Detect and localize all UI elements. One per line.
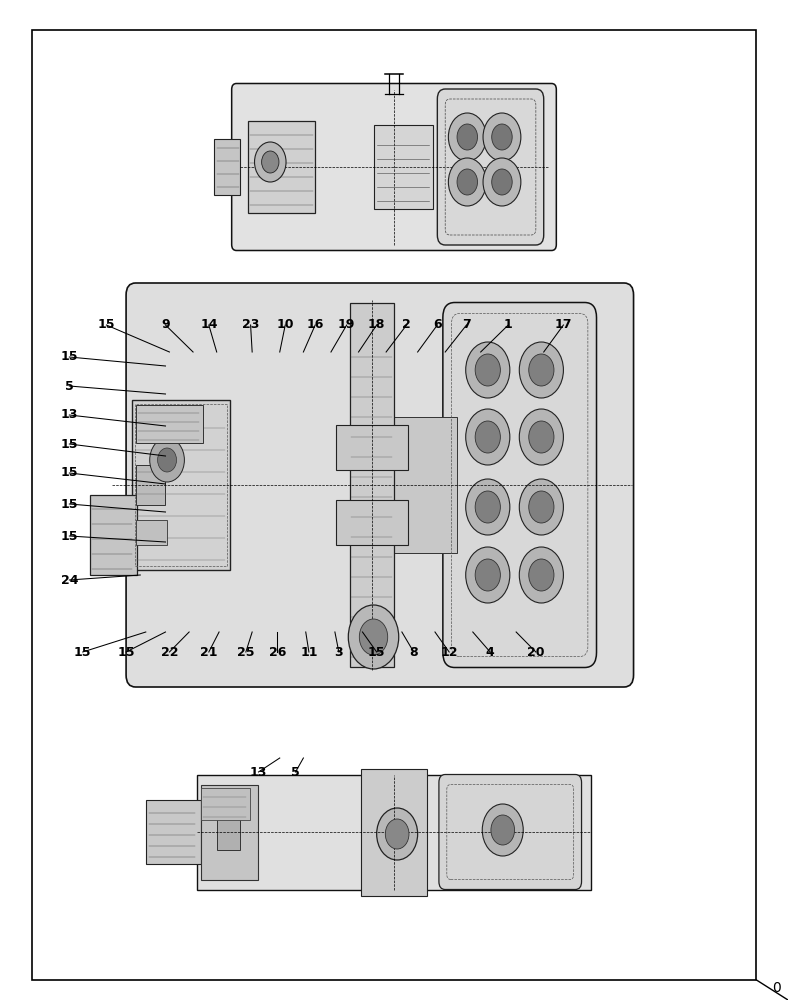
Circle shape (466, 409, 510, 465)
Circle shape (385, 819, 409, 849)
Text: 15: 15 (61, 351, 78, 363)
Bar (197, 774, 591, 890)
Circle shape (475, 559, 500, 591)
Bar (374, 125, 433, 209)
Bar (201, 788, 250, 820)
Text: 15: 15 (61, 438, 78, 450)
Text: 4: 4 (485, 646, 495, 658)
Circle shape (348, 605, 399, 669)
Text: 5: 5 (65, 379, 74, 392)
Text: 13: 13 (61, 408, 78, 422)
Circle shape (529, 354, 554, 386)
Text: 12: 12 (440, 646, 458, 658)
FancyBboxPatch shape (439, 774, 582, 890)
Circle shape (482, 804, 523, 856)
Circle shape (262, 151, 279, 173)
Circle shape (491, 815, 515, 845)
Text: 23: 23 (242, 318, 259, 332)
Circle shape (519, 342, 563, 398)
Circle shape (475, 354, 500, 386)
Bar (394, 417, 457, 553)
FancyBboxPatch shape (126, 283, 634, 687)
Text: 10: 10 (277, 318, 294, 332)
Circle shape (255, 142, 286, 182)
Bar (336, 425, 408, 470)
Bar (136, 465, 165, 505)
Bar (136, 405, 203, 443)
Text: 11: 11 (300, 646, 318, 658)
Circle shape (448, 158, 486, 206)
Bar (217, 814, 240, 850)
Circle shape (457, 169, 478, 195)
Text: 8: 8 (410, 646, 418, 658)
Circle shape (492, 124, 512, 150)
Text: 9: 9 (162, 318, 169, 332)
Bar (350, 303, 394, 667)
Text: 26: 26 (269, 646, 286, 658)
Text: 16: 16 (307, 318, 324, 332)
Bar (135, 404, 227, 566)
Bar (248, 121, 315, 213)
Text: 22: 22 (161, 646, 178, 658)
Text: 15: 15 (61, 530, 78, 542)
Bar (214, 139, 240, 195)
Text: 25: 25 (237, 646, 255, 658)
Circle shape (492, 169, 512, 195)
Circle shape (359, 619, 388, 655)
Text: 15: 15 (61, 466, 78, 480)
Text: 15: 15 (98, 318, 115, 332)
Circle shape (475, 491, 500, 523)
Bar (146, 800, 201, 864)
Circle shape (519, 479, 563, 535)
Text: 15: 15 (74, 646, 91, 658)
FancyBboxPatch shape (443, 302, 597, 668)
Bar (90, 495, 137, 575)
Circle shape (457, 124, 478, 150)
Text: 18: 18 (368, 318, 385, 332)
Text: 17: 17 (555, 318, 572, 332)
Text: 15: 15 (368, 646, 385, 658)
Circle shape (466, 547, 510, 603)
Circle shape (466, 342, 510, 398)
Text: 19: 19 (338, 318, 355, 332)
Text: 1: 1 (504, 318, 513, 332)
Circle shape (483, 158, 521, 206)
Text: 15: 15 (61, 497, 78, 510)
Bar (361, 768, 427, 896)
FancyBboxPatch shape (437, 89, 544, 245)
Circle shape (529, 491, 554, 523)
Circle shape (377, 808, 418, 860)
Circle shape (150, 438, 184, 482)
Text: 24: 24 (61, 574, 78, 586)
Text: 0: 0 (771, 981, 781, 995)
Circle shape (519, 409, 563, 465)
Circle shape (529, 559, 554, 591)
Circle shape (448, 113, 486, 161)
Text: 5: 5 (291, 766, 300, 778)
Bar (136, 520, 167, 545)
Text: 7: 7 (462, 318, 471, 332)
Text: 15: 15 (117, 646, 135, 658)
Circle shape (466, 479, 510, 535)
Circle shape (158, 448, 177, 472)
Bar (336, 500, 408, 545)
Circle shape (475, 421, 500, 453)
Text: 20: 20 (527, 646, 545, 658)
Text: 13: 13 (250, 766, 267, 778)
Bar (132, 400, 230, 570)
Bar (201, 784, 258, 880)
FancyBboxPatch shape (232, 84, 556, 250)
Text: 14: 14 (200, 318, 217, 332)
Circle shape (519, 547, 563, 603)
Circle shape (529, 421, 554, 453)
Text: 3: 3 (335, 646, 343, 658)
Text: 6: 6 (433, 318, 441, 332)
Circle shape (483, 113, 521, 161)
Text: 2: 2 (402, 318, 411, 332)
Text: 21: 21 (200, 646, 217, 658)
